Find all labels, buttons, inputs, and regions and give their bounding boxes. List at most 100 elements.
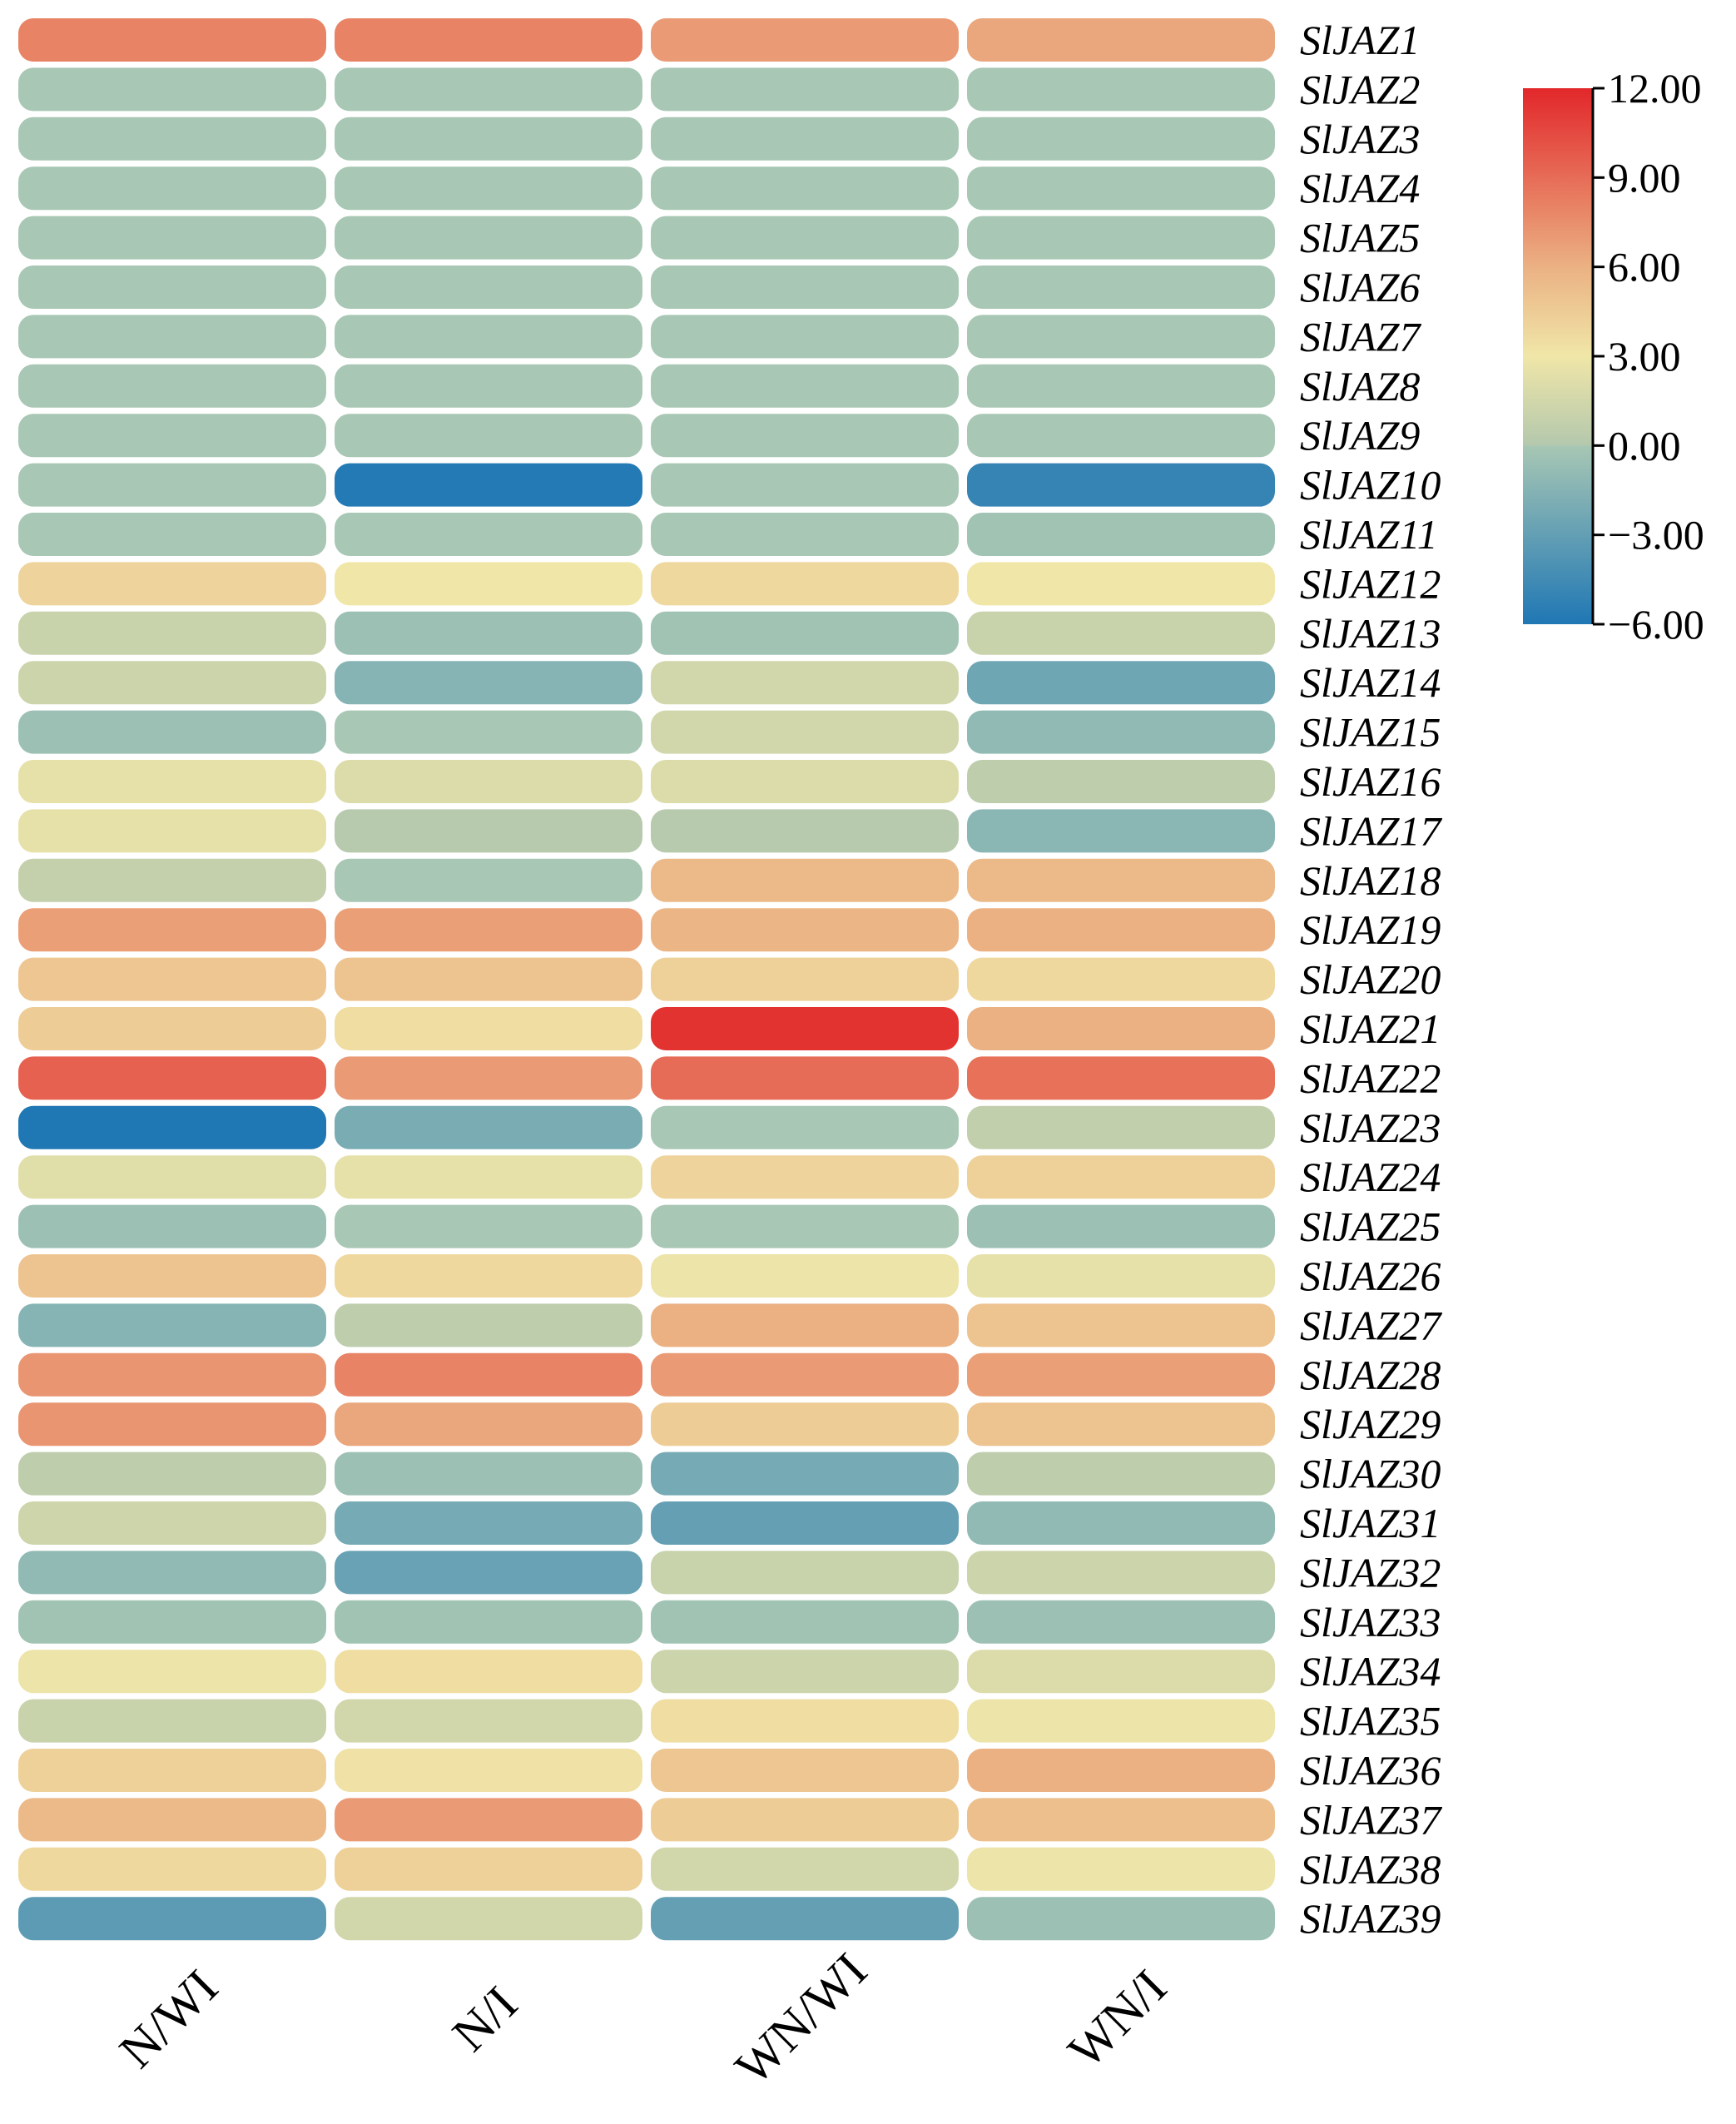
cell-sljaz6-n-i: [335, 266, 642, 309]
row-label-sljaz21: SlJAZ21: [1300, 1005, 1441, 1052]
row-label-sljaz22: SlJAZ22: [1300, 1055, 1441, 1101]
colorbar-tick-label: 0.00: [1608, 422, 1681, 469]
row-label-sljaz29: SlJAZ29: [1300, 1401, 1441, 1447]
cell-sljaz31-wn-wi: [651, 1501, 959, 1545]
cell-sljaz9-n-i: [335, 414, 642, 458]
cell-sljaz4-wn-wi: [651, 166, 959, 211]
cell-sljaz25-wn-wi: [651, 1204, 959, 1248]
cell-sljaz2-wn-wi: [651, 67, 959, 112]
cell-sljaz4-n-i: [335, 166, 642, 211]
row-label-sljaz6: SlJAZ6: [1300, 264, 1420, 310]
cell-sljaz36-wn-wi: [651, 1749, 959, 1792]
row-label-sljaz32: SlJAZ32: [1300, 1549, 1441, 1595]
colorbar-tick-label: 3.00: [1608, 333, 1681, 380]
cell-sljaz18-wn-i: [967, 858, 1275, 902]
cell-sljaz33-wn-i: [967, 1600, 1275, 1644]
column-labels: N/WI N/I WN/WI WN/I: [109, 1943, 1177, 2095]
cell-sljaz35-wn-wi: [651, 1699, 959, 1743]
cell-sljaz16-n-i: [335, 760, 642, 803]
cell-sljaz37-n-wi: [18, 1798, 326, 1842]
row-label-sljaz17: SlJAZ17: [1300, 807, 1442, 854]
cell-sljaz2-n-i: [335, 67, 642, 112]
row-label-sljaz26: SlJAZ26: [1300, 1253, 1441, 1299]
row-label-sljaz16: SlJAZ16: [1300, 758, 1441, 805]
cell-sljaz27-wn-wi: [651, 1303, 959, 1347]
cell-sljaz15-n-wi: [18, 710, 326, 754]
cell-sljaz8-wn-i: [967, 364, 1275, 408]
row-label-sljaz14: SlJAZ14: [1300, 659, 1441, 706]
row-label-sljaz1: SlJAZ1: [1300, 17, 1420, 63]
cell-sljaz3-wn-i: [967, 117, 1275, 161]
row-label-sljaz30: SlJAZ30: [1300, 1451, 1441, 1497]
cell-sljaz8-wn-wi: [651, 364, 959, 408]
row-label-sljaz20: SlJAZ20: [1300, 956, 1441, 1003]
cell-sljaz1-wn-i: [967, 18, 1275, 62]
cell-sljaz22-wn-wi: [651, 1056, 959, 1100]
cell-sljaz8-n-i: [335, 364, 642, 408]
cell-sljaz32-n-wi: [18, 1551, 326, 1595]
row-label-sljaz37: SlJAZ37: [1300, 1796, 1442, 1843]
cell-sljaz10-n-wi: [18, 463, 326, 507]
cell-sljaz11-wn-i: [967, 513, 1275, 556]
cell-sljaz26-n-wi: [18, 1254, 326, 1298]
cell-sljaz9-wn-i: [967, 414, 1275, 458]
cell-sljaz4-wn-i: [967, 166, 1275, 211]
cell-sljaz18-wn-wi: [651, 858, 959, 902]
cell-sljaz19-wn-wi: [651, 908, 959, 952]
cell-sljaz37-n-i: [335, 1798, 642, 1842]
cell-sljaz33-n-i: [335, 1600, 642, 1644]
row-label-sljaz19: SlJAZ19: [1300, 906, 1441, 953]
column-label-wn-wi: WN/WI: [725, 1943, 877, 2095]
row-label-sljaz27: SlJAZ27: [1300, 1302, 1442, 1348]
cell-sljaz22-n-i: [335, 1056, 642, 1100]
cell-sljaz25-n-i: [335, 1204, 642, 1248]
cell-sljaz17-wn-i: [967, 809, 1275, 853]
cell-sljaz6-wn-i: [967, 266, 1275, 309]
cell-sljaz38-wn-wi: [651, 1847, 959, 1891]
row-label-sljaz31: SlJAZ31: [1300, 1500, 1441, 1546]
cell-sljaz15-wn-i: [967, 710, 1275, 754]
cell-sljaz3-n-wi: [18, 117, 326, 161]
cell-sljaz38-n-wi: [18, 1847, 326, 1891]
cell-sljaz32-wn-i: [967, 1551, 1275, 1595]
colorbar: 12.00 9.00 6.00 3.00 0.00 −3.00 −6.00: [1523, 65, 1704, 648]
row-label-sljaz13: SlJAZ13: [1300, 610, 1441, 657]
cell-sljaz5-wn-wi: [651, 216, 959, 260]
cell-sljaz39-wn-wi: [651, 1897, 959, 1941]
row-label-sljaz12: SlJAZ12: [1300, 560, 1441, 607]
cell-sljaz3-n-i: [335, 117, 642, 161]
cell-sljaz38-wn-i: [967, 1847, 1275, 1891]
cell-sljaz31-n-i: [335, 1501, 642, 1545]
cell-sljaz36-n-wi: [18, 1749, 326, 1792]
cell-sljaz11-n-wi: [18, 513, 326, 556]
column-label-n-i: N/I: [442, 1976, 528, 2062]
colorbar-tick-label: −6.00: [1608, 601, 1704, 648]
cell-sljaz20-n-i: [335, 957, 642, 1001]
cell-sljaz16-wn-wi: [651, 760, 959, 803]
colorbar-gradient: [1523, 88, 1593, 624]
cell-sljaz30-n-wi: [18, 1452, 326, 1496]
row-label-sljaz28: SlJAZ28: [1300, 1352, 1441, 1398]
cell-sljaz39-wn-i: [967, 1897, 1275, 1941]
cell-sljaz14-n-i: [335, 661, 642, 705]
cell-sljaz34-wn-wi: [651, 1650, 959, 1694]
row-label-sljaz38: SlJAZ38: [1300, 1846, 1441, 1893]
cell-sljaz20-wn-wi: [651, 957, 959, 1001]
cell-sljaz7-n-i: [335, 315, 642, 359]
cell-sljaz20-wn-i: [967, 957, 1275, 1001]
cell-sljaz37-wn-i: [967, 1798, 1275, 1842]
cell-sljaz27-n-i: [335, 1303, 642, 1347]
row-label-sljaz33: SlJAZ33: [1300, 1599, 1441, 1645]
cell-sljaz18-n-wi: [18, 858, 326, 902]
cell-sljaz35-wn-i: [967, 1699, 1275, 1743]
row-label-sljaz9: SlJAZ9: [1300, 412, 1420, 459]
row-label-sljaz24: SlJAZ24: [1300, 1154, 1441, 1200]
cell-sljaz22-n-wi: [18, 1056, 326, 1100]
cell-sljaz30-wn-i: [967, 1452, 1275, 1496]
cell-sljaz31-wn-i: [967, 1501, 1275, 1545]
cell-sljaz27-n-wi: [18, 1303, 326, 1347]
row-label-sljaz35: SlJAZ35: [1300, 1698, 1441, 1744]
row-label-sljaz36: SlJAZ36: [1300, 1747, 1441, 1794]
cell-sljaz28-n-i: [335, 1352, 642, 1397]
